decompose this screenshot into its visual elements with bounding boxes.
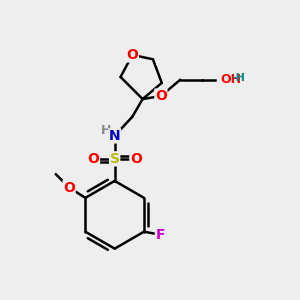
Text: S: S — [110, 152, 120, 166]
Text: O: O — [88, 152, 99, 166]
Text: OH: OH — [221, 74, 242, 86]
Text: H: H — [101, 124, 112, 137]
Text: N: N — [109, 129, 121, 143]
Text: -H: -H — [232, 74, 245, 83]
Text: O: O — [63, 181, 75, 194]
Text: F: F — [155, 228, 165, 242]
Text: O: O — [126, 48, 138, 62]
Text: O: O — [130, 152, 142, 166]
Text: O: O — [155, 89, 167, 103]
